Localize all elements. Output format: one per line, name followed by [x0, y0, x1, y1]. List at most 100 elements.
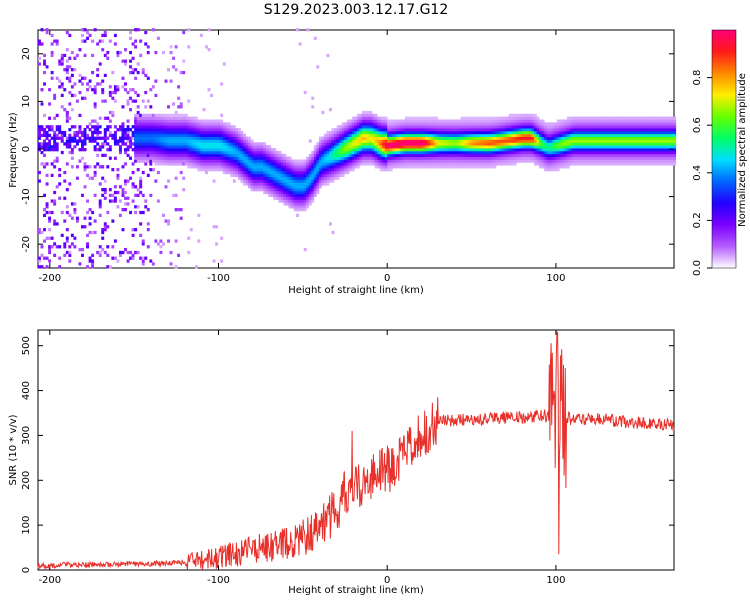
spectrogram-cell: [323, 165, 327, 169]
spectrogram-cell: [40, 102, 44, 106]
spectrogram-cell: [48, 248, 52, 252]
spectrogram-cell: [313, 150, 317, 155]
spectrogram-cell: [625, 156, 629, 160]
spectrogram-cell: [301, 185, 305, 189]
spectrogram-cell: [637, 136, 641, 140]
spectrogram-cell: [250, 148, 254, 152]
spectrogram-cell: [528, 150, 532, 155]
spectrogram-cell: [531, 159, 535, 163]
spectrogram-cell: [205, 145, 208, 149]
spectrogram-cell: [435, 130, 439, 135]
spectrogram-cell: [559, 165, 563, 169]
spectrogram-cell: [225, 162, 229, 166]
spectrogram-cell: [440, 150, 444, 155]
spectrogram-cell: [496, 145, 499, 149]
spectrogram-cell: [460, 125, 464, 129]
spectrogram-cell: [263, 168, 267, 172]
spectrogram-cell: [154, 128, 158, 132]
spectrogram-cell: [316, 179, 320, 183]
spectrogram-cell: [291, 202, 294, 206]
spectrogram-cell: [485, 119, 489, 123]
spectrogram-cell: [316, 156, 320, 160]
spectrogram-cell: [597, 119, 601, 123]
spectrogram-cell: [602, 156, 606, 160]
spectrogram-cell: [177, 145, 181, 149]
spectrogram-cell: [518, 136, 522, 140]
spectrogram-cell: [657, 162, 661, 166]
spectrogram-cell: [536, 153, 540, 158]
spectrogram-cell: [404, 122, 408, 126]
spectrogram-cell: [156, 145, 160, 149]
spectrogram-cell: [161, 145, 165, 149]
spectrogram-cell: [663, 128, 666, 132]
spectrogram-cell: [81, 39, 84, 43]
spectrogram-cell: [303, 170, 307, 175]
spectrogram-cell: [182, 59, 186, 63]
spectrogram-cell: [561, 133, 565, 138]
spectrogram-cell: [526, 153, 530, 158]
spectrogram-cell: [220, 113, 224, 118]
spectrogram-cell: [308, 165, 312, 169]
spectrogram-cell: [640, 159, 644, 163]
spectrogram-cell: [199, 136, 203, 140]
spectrogram-cell: [576, 162, 580, 166]
spectrogram-cell: [308, 196, 312, 200]
spectrogram-cell: [450, 139, 454, 143]
spectrogram-cell: [283, 185, 287, 189]
spectrogram-cell: [182, 136, 186, 140]
spectrogram-cell: [240, 162, 244, 166]
spectrogram-cell: [156, 170, 160, 175]
spectrogram-cell: [334, 173, 337, 178]
spectrogram-cell: [260, 162, 264, 166]
spectrogram-cell: [415, 139, 418, 143]
spectrogram-cell: [488, 159, 492, 163]
spectrogram-cell: [566, 162, 570, 166]
spectrogram-cell: [316, 159, 320, 163]
spectrogram-cell: [326, 139, 330, 143]
spectrogram-cell: [637, 162, 641, 166]
spectrogram-cell: [293, 185, 297, 189]
spectrogram-cell: [129, 108, 133, 112]
spectrogram-cell: [306, 170, 310, 175]
spectrogram-cell: [612, 150, 616, 155]
spectrogram-cell: [151, 133, 155, 138]
spectrogram-cell: [151, 122, 155, 126]
spectrogram-cell: [387, 150, 391, 155]
spectrogram-cell: [78, 159, 82, 163]
spectrogram-cell: [402, 142, 406, 146]
spectrogram-cell: [602, 119, 606, 123]
spectrogram-cell: [536, 150, 540, 155]
spectrogram-cell: [296, 208, 300, 212]
spectrogram-cell: [442, 165, 446, 169]
spectrogram-cell: [453, 150, 456, 155]
spectrogram-cell: [121, 142, 125, 146]
spectrogram-cell: [225, 159, 229, 163]
spectrogram-cell: [496, 130, 499, 135]
spectrogram-cell: [559, 148, 563, 152]
spectrogram-cell: [536, 122, 540, 126]
spectrogram-cell: [146, 133, 150, 138]
spectrogram-cell: [351, 122, 355, 126]
spectrogram-cell: [306, 162, 310, 166]
spectrogram-cell: [430, 128, 434, 132]
spectrogram-cell: [483, 159, 487, 163]
spectrogram-cell: [323, 145, 327, 149]
spectrogram-cell: [660, 136, 664, 140]
spectrogram-cell: [364, 142, 368, 146]
spectrogram-cell: [673, 133, 677, 138]
spectrogram-cell: [437, 165, 441, 169]
spectrogram-cell: [579, 119, 583, 123]
spectrogram-cell: [149, 145, 153, 149]
spectrogram-cell: [129, 250, 133, 255]
spectrogram-cell: [273, 168, 277, 172]
spectrogram-cell: [172, 122, 176, 126]
spectrogram-cell: [242, 145, 246, 149]
spectrogram-cell: [404, 145, 408, 149]
spectrogram-cell: [144, 30, 148, 35]
spectrogram-cell: [268, 193, 272, 197]
spectrogram-cell: [463, 156, 467, 160]
spectrogram-cell: [460, 116, 464, 120]
spectrogram-cell: [453, 133, 456, 138]
spectrogram-cell: [551, 145, 555, 149]
